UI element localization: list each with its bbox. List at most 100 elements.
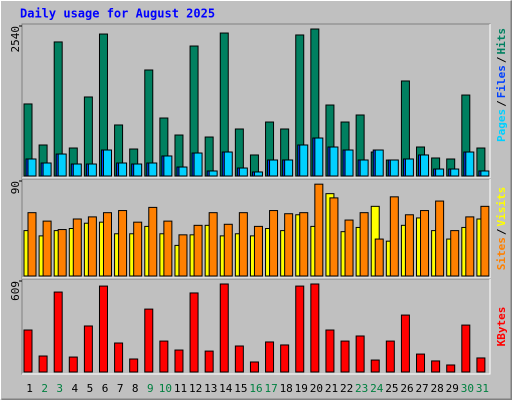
- bar: [374, 149, 384, 177]
- x-tick-label: 14: [219, 382, 233, 395]
- bar: [420, 154, 430, 177]
- bar: [57, 153, 67, 177]
- x-tick-label: 21: [325, 382, 338, 395]
- x-tick-label: 7: [117, 382, 124, 395]
- bar: [329, 146, 339, 177]
- x-tick-label: 19: [295, 382, 308, 395]
- bar: [129, 358, 139, 373]
- bar: [310, 283, 320, 373]
- x-tick-label: 9: [147, 382, 154, 395]
- x-tick-label: 22: [340, 382, 353, 395]
- bar: [253, 225, 263, 277]
- x-tick-label: 24: [370, 382, 384, 395]
- bar: [355, 335, 365, 373]
- bar: [68, 356, 78, 373]
- bar: [465, 151, 475, 177]
- bar: [114, 342, 124, 373]
- bar: [159, 340, 169, 373]
- bar: [284, 159, 294, 177]
- bar: [178, 234, 188, 277]
- x-tick-label: 8: [132, 382, 139, 395]
- bar: [446, 364, 456, 373]
- bar: [223, 151, 233, 177]
- bar: [344, 219, 354, 277]
- bar: [133, 163, 143, 177]
- bar: [219, 283, 229, 373]
- x-tick-label: 15: [234, 382, 247, 395]
- bar: [193, 152, 203, 177]
- plot-bevel: [22, 24, 491, 179]
- bar: [269, 210, 279, 277]
- bar: [144, 308, 154, 373]
- bar: [238, 167, 248, 177]
- x-tick-label: 1: [26, 382, 33, 395]
- bar: [72, 163, 82, 177]
- bar: [435, 168, 445, 177]
- bar: [102, 212, 112, 277]
- bar: [27, 212, 37, 277]
- bar: [234, 345, 244, 373]
- bar: [295, 285, 305, 373]
- bar: [284, 213, 294, 277]
- bar: [299, 212, 309, 277]
- legend-separator: /: [495, 56, 508, 63]
- bar: [57, 229, 67, 277]
- x-tick-label: 17: [264, 382, 277, 395]
- bar: [87, 163, 97, 177]
- bar: [178, 166, 188, 177]
- bar: [435, 200, 445, 277]
- x-tick-label: 5: [87, 382, 94, 395]
- bar: [208, 170, 218, 177]
- bar: [38, 355, 48, 373]
- x-tick-label: 20: [310, 382, 323, 395]
- x-tick-label: 23: [355, 382, 368, 395]
- bar: [249, 361, 259, 373]
- bar: [374, 238, 384, 277]
- x-tick-label: 29: [446, 382, 459, 395]
- chart-title: Daily usage for August 2025: [20, 7, 215, 21]
- bar: [23, 329, 33, 373]
- bar: [329, 197, 339, 277]
- bar: [431, 360, 441, 373]
- bar: [27, 158, 37, 177]
- bar: [476, 357, 486, 373]
- bar: [314, 183, 324, 277]
- x-tick-label: 13: [204, 382, 217, 395]
- x-tick-label: 18: [280, 382, 293, 395]
- bar: [204, 350, 214, 373]
- legend-separator: /: [495, 228, 508, 235]
- legend: Pages/Files/Hits: [495, 28, 508, 142]
- bar: [98, 285, 108, 373]
- bar: [400, 314, 410, 373]
- bar: [269, 159, 279, 177]
- bar: [163, 220, 173, 277]
- bar: [42, 162, 52, 177]
- legend-entry: Files: [495, 65, 508, 98]
- bar: [465, 216, 475, 277]
- bar: [253, 171, 263, 177]
- bar: [450, 230, 460, 277]
- bar: [280, 344, 290, 373]
- bar: [359, 212, 369, 277]
- x-tick-label: 2: [41, 382, 48, 395]
- bar: [193, 224, 203, 277]
- bar: [416, 353, 426, 373]
- bar: [370, 359, 380, 373]
- bar: [420, 210, 430, 277]
- bar: [404, 214, 414, 277]
- x-tick-label: 26: [400, 382, 413, 395]
- bar: [83, 325, 93, 373]
- bar: [461, 324, 471, 373]
- x-tick-label: 4: [72, 382, 79, 395]
- bar: [118, 210, 128, 277]
- bar: [204, 136, 214, 177]
- legend: Sites /Visits: [495, 187, 508, 271]
- x-tick-label: 16: [249, 382, 262, 395]
- legend-entry: Hits: [495, 28, 508, 55]
- x-tick-label: 10: [159, 382, 172, 395]
- x-tick-label: 6: [102, 382, 109, 395]
- bar: [42, 220, 52, 277]
- bar: [148, 206, 158, 277]
- x-tick-label: 31: [476, 382, 489, 395]
